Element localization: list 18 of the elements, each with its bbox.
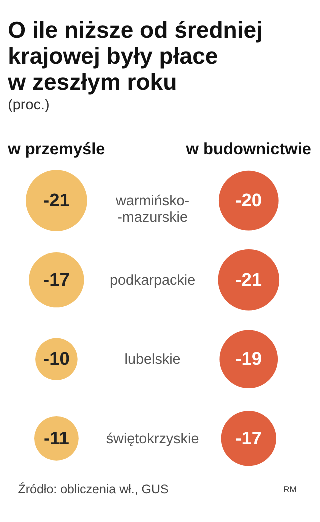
data-label: -21: [44, 190, 70, 211]
category-label: warmińsko- -mazurskie: [114, 194, 190, 226]
category-label: świętokrzyskie: [106, 431, 200, 448]
category-label: lubelskie: [124, 352, 181, 368]
data-label: -17: [44, 268, 70, 290]
data-label: -10: [44, 348, 70, 370]
data-label: -20: [236, 190, 262, 211]
data-label: -17: [236, 427, 262, 448]
data-label: -19: [236, 348, 262, 370]
series-label: w przemyśle: [7, 140, 106, 158]
text: O ile niższe od średniej krajowej były płace w zeszłym roku: [7, 17, 263, 96]
text: RM: [284, 484, 297, 495]
category-label: podkarpackie: [110, 272, 196, 289]
data-label: -21: [236, 268, 262, 290]
text: Źródło: obliczenia wł., GUS: [18, 482, 169, 497]
series-label: w budownictwie: [185, 140, 312, 158]
data-label: -11: [44, 427, 70, 448]
text: (proc.): [8, 97, 50, 114]
